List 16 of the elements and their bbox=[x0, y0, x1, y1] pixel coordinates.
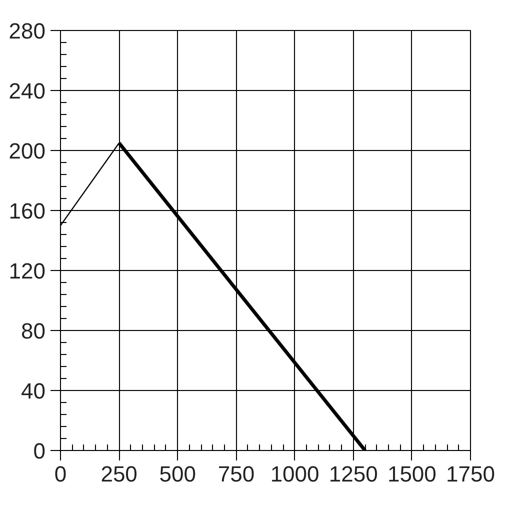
y-tick-label: 200 bbox=[8, 138, 46, 164]
y-tick-label: 160 bbox=[8, 198, 46, 224]
y-tick-label: 120 bbox=[8, 258, 46, 284]
x-tick-label: 1250 bbox=[328, 462, 378, 486]
x-tick-label: 1000 bbox=[270, 462, 320, 486]
x-tick-label: 750 bbox=[218, 462, 255, 486]
x-tick-label: 1500 bbox=[387, 462, 436, 486]
x-tick-label: 500 bbox=[159, 462, 196, 486]
y-tick-label: 40 bbox=[21, 378, 46, 404]
y-tick-label: 0 bbox=[33, 438, 46, 464]
x-tick-label: 250 bbox=[100, 462, 138, 486]
x-tick-label: 0 bbox=[54, 462, 67, 486]
y-tick-label: 280 bbox=[8, 18, 46, 44]
x-tick-label: 1750 bbox=[446, 462, 495, 486]
y-tick-label: 80 bbox=[21, 318, 46, 344]
y-tick-label: 240 bbox=[8, 78, 46, 104]
